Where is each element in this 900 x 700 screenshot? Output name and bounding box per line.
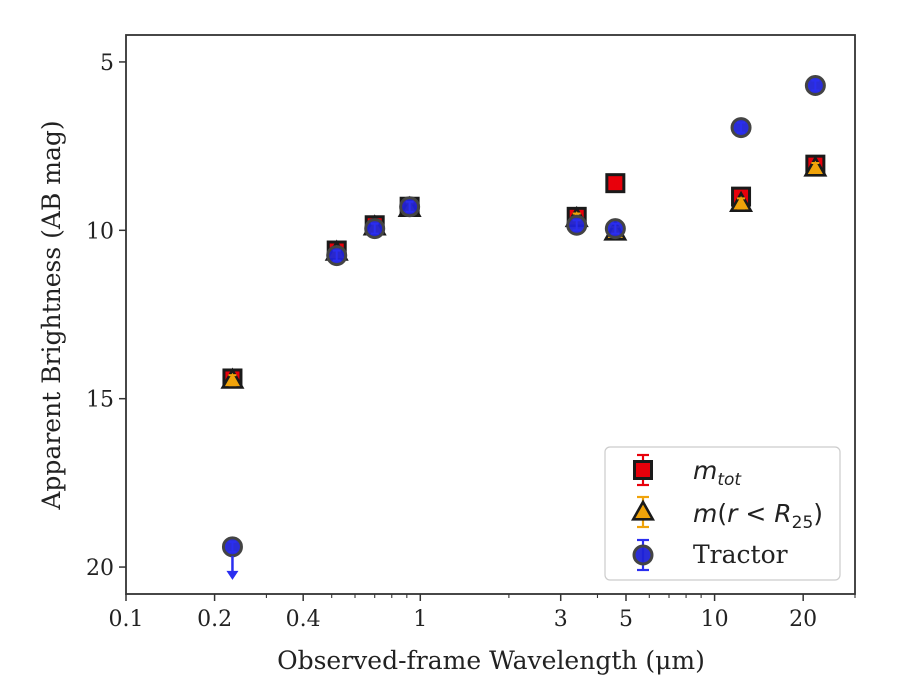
legend-mr-sub: 25 — [792, 513, 814, 533]
legend-frame — [604, 446, 841, 581]
x-tick-label: 10 — [701, 607, 729, 632]
legend-marker-circle — [632, 544, 654, 566]
x-tick-label: 5 — [619, 607, 633, 632]
upper-limit-arrow-head — [226, 570, 239, 580]
legend-mr-close: ) — [813, 499, 823, 528]
legend: mtot m(r < R25) Tractor — [604, 446, 841, 581]
legend-mr-R: R — [774, 499, 791, 528]
y-axis-label: Apparent Brightness (AB mag) — [37, 120, 66, 510]
y-axis: 5 10 15 20 — [86, 51, 126, 581]
legend-mtot-sub: tot — [717, 470, 742, 490]
y-tick-label: 10 — [86, 219, 114, 244]
x-tick-label: 0.1 — [109, 607, 144, 632]
y-tick-label: 15 — [86, 388, 114, 413]
legend-mr-open: ( — [717, 499, 727, 528]
x-tick-label: 0.4 — [286, 607, 321, 632]
x-axis-label: Observed-frame Wavelength (μm) — [277, 646, 705, 675]
legend-marker-square — [633, 460, 653, 480]
legend-label-mr: m(r < R25) — [693, 499, 823, 533]
y-tick-label: 5 — [100, 51, 114, 76]
x-tick-label: 0.2 — [197, 607, 232, 632]
y-tick-label: 20 — [86, 556, 114, 581]
x-axis: 0.1 0.2 0.4 1 3 5 10 20 — [109, 594, 856, 632]
series-circle — [221, 75, 826, 580]
legend-label-tractor: Tractor — [693, 540, 788, 569]
legend-mtot-m: m — [693, 456, 717, 485]
plot-frame — [125, 34, 856, 595]
x-tick-label: 1 — [413, 607, 427, 632]
x-tick-label: 20 — [789, 607, 817, 632]
legend-markers — [630, 453, 656, 572]
legend-mr-r: r — [727, 499, 739, 528]
plot-area — [125, 34, 856, 595]
x-tick-label: 3 — [554, 607, 568, 632]
legend-mr-m: m — [693, 499, 717, 528]
legend-marker-triangle — [630, 499, 656, 521]
legend-mr-lt: < — [737, 499, 774, 528]
legend-label-mtot: mtot — [693, 456, 742, 490]
